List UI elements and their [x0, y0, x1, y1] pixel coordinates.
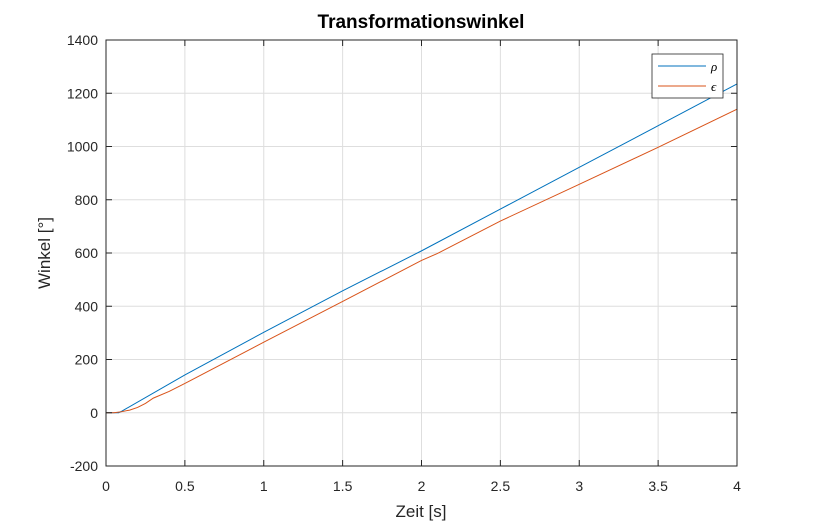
x-tick-label: 4	[733, 478, 741, 494]
legend: ρ ϵ	[651, 53, 724, 99]
x-tick-label: 0	[102, 478, 110, 494]
x-tick-label: 1.5	[333, 478, 353, 494]
y-tick-label: 1200	[67, 85, 98, 101]
legend-label-epsilon: ϵ	[711, 79, 717, 94]
chart-title: Transformationswinkel	[318, 12, 525, 33]
y-tick-label: 800	[75, 192, 99, 208]
x-tick-label: 3	[575, 478, 583, 494]
x-tick-label: 2.5	[491, 478, 511, 494]
y-tick-label: 0	[90, 405, 98, 421]
series-lines	[106, 83, 737, 414]
x-tick-label: 2	[418, 478, 426, 494]
x-axis-label: Zeit [s]	[395, 502, 446, 521]
y-tick-label: 600	[75, 245, 99, 261]
legend-label-rho: ρ	[710, 59, 717, 74]
x-tick-label: 3.5	[648, 478, 668, 494]
axis-ticks: 0 0.5 1 1.5 2 2.5 3 3.5 4-2000200400600800100012…	[67, 32, 741, 494]
y-tick-label: 400	[75, 298, 99, 314]
y-axis-label: Winkel [°]	[35, 217, 54, 289]
x-tick-label: 0.5	[175, 478, 195, 494]
y-tick-label: 1400	[67, 32, 98, 48]
y-tick-label: 200	[75, 352, 99, 368]
y-tick-label: 1000	[67, 139, 98, 155]
x-tick-label: 1	[260, 478, 268, 494]
legend-box	[651, 53, 724, 99]
y-tick-label: -200	[70, 458, 98, 474]
series-line-epsilon	[106, 108, 737, 414]
grid-lines	[105, 39, 738, 467]
